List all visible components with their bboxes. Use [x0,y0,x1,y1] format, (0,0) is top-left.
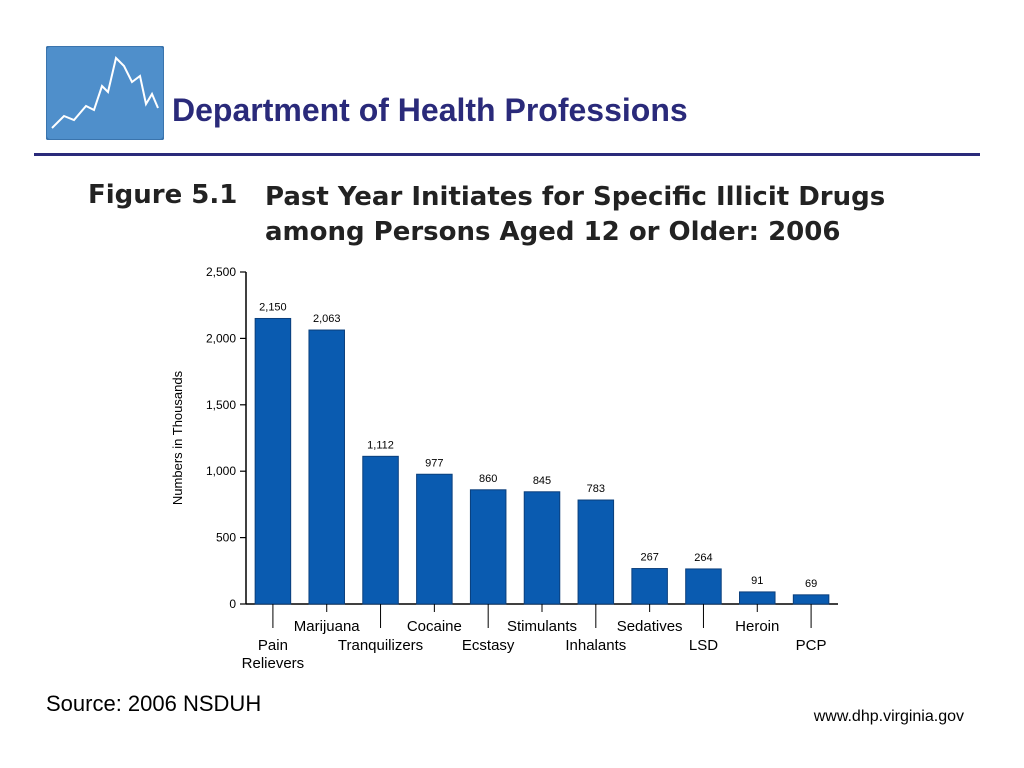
data-label: 783 [587,483,605,495]
x-tick-label: PCP [796,637,827,654]
y-tick-label: 0 [229,597,236,611]
figure-title: Past Year Initiates for Specific Illicit… [265,180,885,250]
logo-icon [46,46,164,140]
bar [577,499,615,605]
y-tick-label: 500 [216,531,236,545]
bar [685,568,722,605]
data-label: 2,063 [313,313,341,325]
x-tick-label: LSD [689,637,718,654]
x-tick-label: Ecstasy [462,637,515,654]
y-axis-title: Numbers in Thousands [170,370,185,505]
data-label: 91 [751,575,763,587]
source-note: Source: 2006 NSDUH [46,691,262,716]
bar [416,473,453,605]
figure-title-line2: among Persons Aged 12 or Older: 2006 [265,217,841,247]
bar [254,317,292,605]
data-label: 860 [479,473,497,485]
data-label: 264 [694,552,712,564]
title-divider [34,153,980,156]
y-tick-label: 2,500 [206,265,236,279]
data-label: 267 [640,552,658,564]
x-tick-label: Tranquilizers [338,637,423,654]
data-label: 977 [425,457,443,469]
x-tick-label: Sedatives [617,618,683,635]
x-tick-label: Relievers [242,655,305,672]
data-label: 69 [805,578,817,590]
figure-label: Figure 5.1 [88,180,238,210]
x-tick-label: Stimulants [507,618,577,635]
x-tick-label: Marijuana [294,618,361,635]
bar [362,455,399,605]
x-tick-label: Cocaine [407,618,462,635]
y-tick-label: 2,000 [206,331,236,345]
data-label: 1,112 [367,439,394,451]
data-label: 845 [533,475,551,487]
bar [631,568,668,605]
footer-url: www.dhp.virginia.gov [813,708,964,725]
bar [523,491,561,605]
figure-title-line1: Past Year Initiates for Specific Illicit… [265,182,886,212]
bar [792,594,830,605]
data-label: 2,150 [259,301,287,313]
x-tick-label: Inhalants [565,637,626,654]
x-tick-label: Pain [258,637,288,654]
x-tick-label: Heroin [735,618,779,635]
y-tick-label: 1,500 [206,398,236,412]
y-tick-label: 1,000 [206,464,236,478]
page-title: Department of Health Professions [172,92,688,128]
bar [469,489,507,605]
bar [739,591,776,605]
bar [308,329,345,605]
